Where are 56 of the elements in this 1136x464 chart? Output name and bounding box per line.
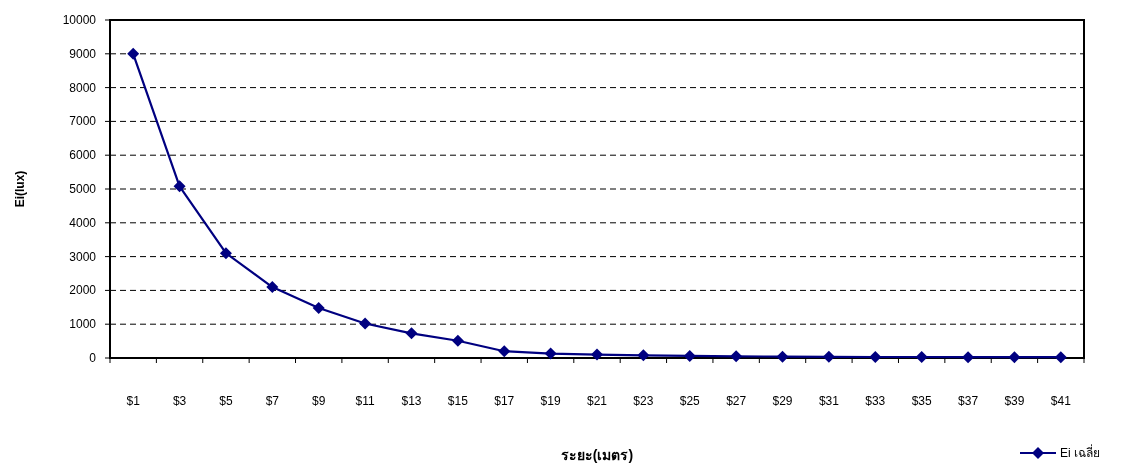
y-tick-label: 5000	[69, 182, 97, 196]
x-tick-label: $39	[1004, 394, 1025, 408]
legend: Ei เฉลี่ย	[1020, 446, 1100, 460]
y-axis-title: Ei(lux)	[13, 170, 27, 208]
point	[173, 180, 186, 193]
x-tick-label: $1	[126, 394, 141, 408]
point	[219, 247, 232, 260]
x-tick-label: $25	[679, 394, 701, 408]
y-tick-label: 2000	[69, 283, 97, 298]
point	[591, 348, 603, 361]
x-tick-label: $35	[911, 394, 932, 408]
point	[915, 350, 928, 363]
x-tick-label: $37	[958, 394, 979, 408]
point	[312, 301, 325, 314]
y-tick-label: 10000	[62, 13, 97, 27]
y-tick-label: 4000	[69, 215, 97, 230]
point	[266, 281, 279, 294]
x-tick-label: $17	[494, 394, 515, 408]
y-tick-label: 0	[89, 351, 97, 365]
x-tick-label: $27	[726, 394, 747, 408]
y-tick-label: 6000	[69, 148, 97, 163]
x-tick-label: $7	[265, 394, 280, 408]
y-tick-label: 9000	[69, 46, 97, 61]
point	[127, 47, 140, 60]
point	[869, 350, 882, 363]
x-tick-label: $19	[540, 394, 561, 408]
point	[451, 334, 464, 347]
x-tick-label: $9	[312, 394, 326, 408]
x-tick-label: $3	[172, 394, 187, 408]
point	[1008, 351, 1021, 364]
x-tick-label: $33	[865, 394, 886, 408]
point	[405, 327, 418, 340]
x-tick-label: $21	[586, 394, 608, 408]
y-tick-label: 8000	[69, 80, 97, 95]
point	[822, 350, 835, 363]
point	[730, 350, 743, 363]
point	[544, 347, 557, 360]
x-tick-label: $13	[401, 394, 422, 408]
x-tick-label: $29	[772, 394, 793, 408]
x-tick-label: $23	[633, 394, 654, 408]
x-tick-label: $31	[818, 394, 840, 408]
x-tick-label: $5	[219, 394, 233, 408]
point	[776, 350, 789, 363]
x-axis-title: ระยะ(เมตร)	[560, 447, 634, 463]
point	[637, 349, 650, 362]
point	[683, 349, 696, 362]
x-tick-label: $15	[447, 394, 469, 408]
point	[498, 345, 511, 358]
y-tick-label: 3000	[69, 249, 97, 264]
legend-label: Ei เฉลี่ย	[1060, 444, 1101, 460]
y-tick-label: 7000	[69, 114, 97, 129]
point	[1054, 351, 1067, 364]
y-tick-label: 1000	[69, 317, 97, 332]
point	[359, 317, 372, 330]
x-tick-label: $11	[355, 394, 375, 408]
x-tick-label: $41	[1050, 394, 1072, 408]
